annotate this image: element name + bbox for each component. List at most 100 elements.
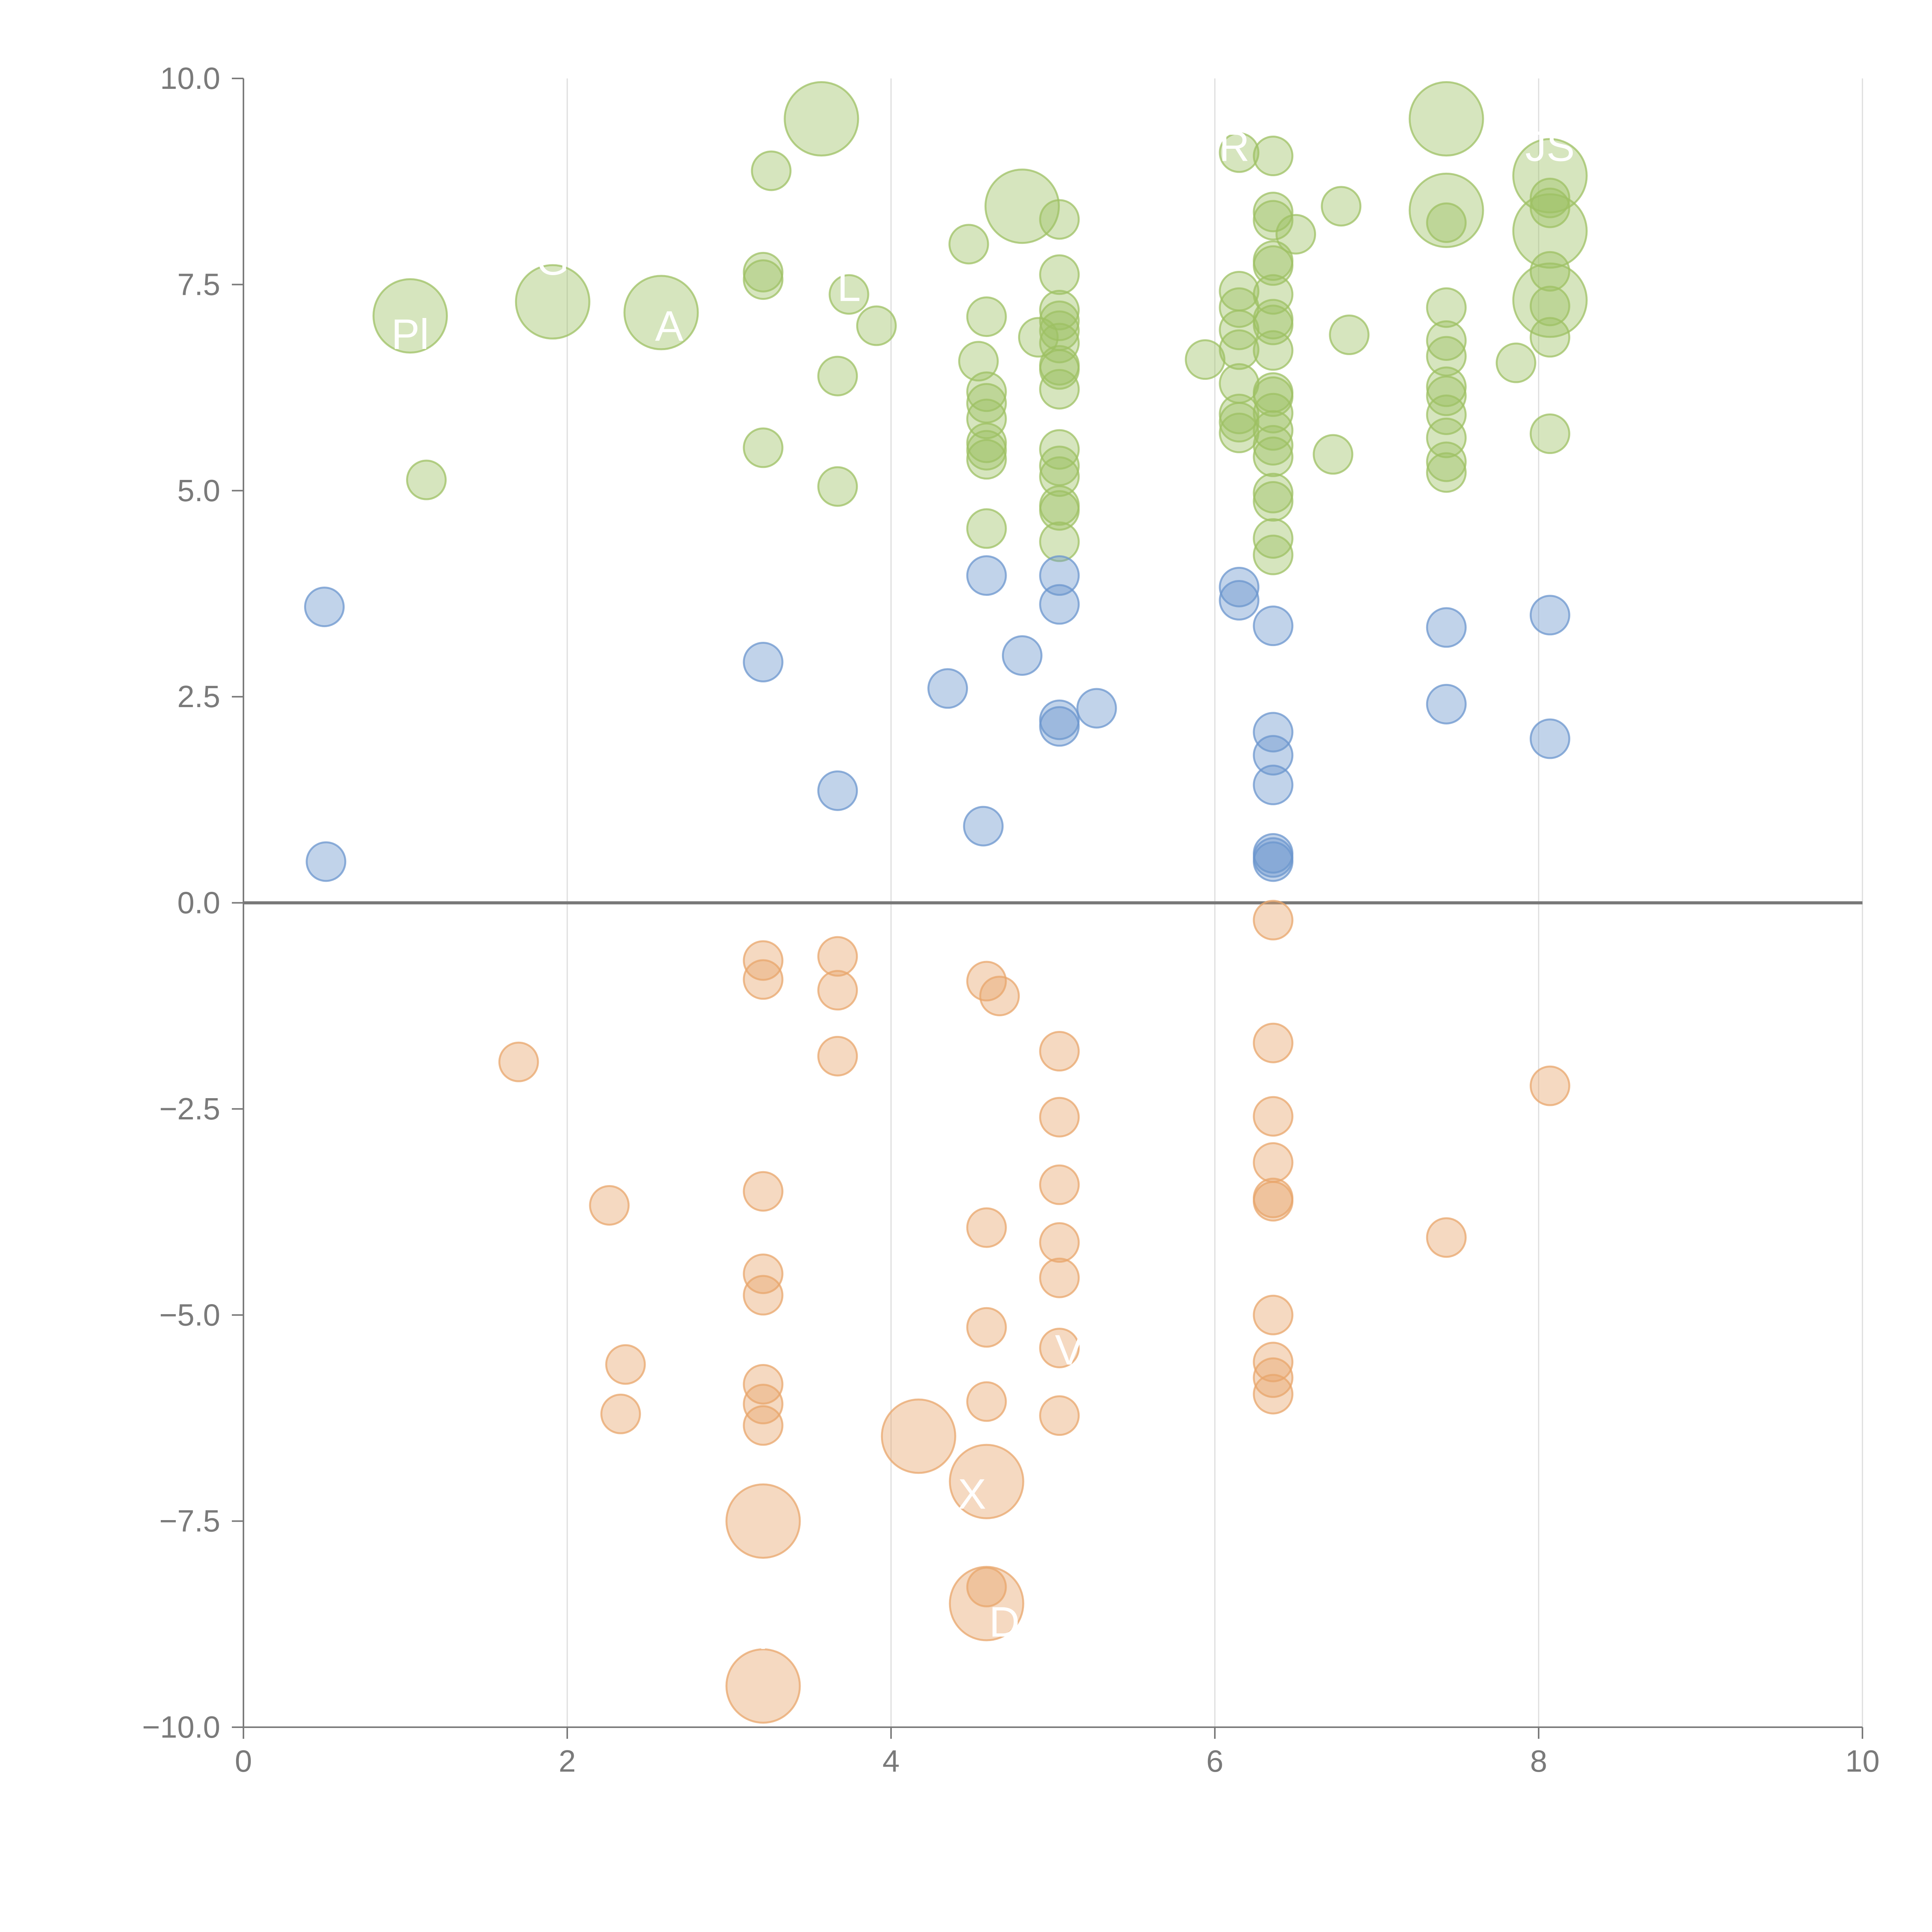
data-point: [1253, 200, 1294, 241]
data-point: [1039, 1031, 1080, 1072]
data-point: [1253, 425, 1294, 466]
data-point: [1529, 718, 1570, 759]
data-point: [817, 936, 858, 977]
data-point: [1253, 712, 1294, 753]
data-point: [1313, 434, 1354, 475]
data-point: [725, 1648, 801, 1724]
data-point: [1219, 412, 1260, 453]
data-point: [1253, 245, 1294, 286]
data-point: [1426, 607, 1467, 648]
data-point: [743, 259, 784, 300]
y-tick-label: −5.0: [159, 1298, 220, 1332]
data-point: [1426, 366, 1467, 407]
data-point: [1039, 369, 1080, 410]
data-point: [966, 1381, 1007, 1422]
y-tick-label: 7.5: [177, 267, 220, 301]
data-point: [1529, 413, 1570, 454]
data-point: [1219, 329, 1260, 370]
x-tick-label: 10: [1845, 1744, 1880, 1778]
data-point: [1529, 177, 1570, 218]
data-point: [817, 970, 858, 1011]
data-point: [1002, 635, 1043, 676]
data-point: [1426, 452, 1467, 493]
data-point: [498, 1041, 539, 1082]
data-point: [1253, 192, 1294, 233]
data-point: [1039, 456, 1080, 497]
point-label: R: [1219, 122, 1250, 170]
data-point: [966, 296, 1007, 337]
data-point: [1039, 1328, 1080, 1369]
data-point: [1039, 254, 1080, 295]
data-point: [1495, 342, 1536, 383]
data-point: [1253, 764, 1294, 805]
data-point: [1426, 287, 1467, 328]
data-point: [1253, 481, 1294, 522]
data-point: [1529, 251, 1570, 292]
data-point: [743, 642, 784, 683]
data-point: [304, 587, 345, 628]
data-point: [406, 459, 447, 500]
data-point: [1253, 900, 1294, 940]
data-point: [1253, 1374, 1294, 1415]
data-point: [1529, 187, 1570, 228]
data-point: [1253, 1181, 1294, 1222]
data-point: [1253, 1294, 1294, 1335]
data-point: [817, 770, 858, 811]
data-point: [1039, 490, 1080, 531]
data-point: [1329, 315, 1370, 355]
data-point: [1426, 441, 1467, 482]
data-point: [1321, 186, 1362, 227]
y-tick-label: 0.0: [177, 886, 220, 920]
data-point: [1253, 473, 1294, 514]
data-point: [1039, 1395, 1080, 1436]
data-point: [1253, 735, 1294, 776]
data-point: [1039, 1222, 1080, 1263]
data-point: [600, 1393, 641, 1434]
data-point: [1253, 393, 1294, 434]
data-point: [725, 1483, 801, 1559]
data-point: [966, 1207, 1007, 1248]
data-point: [589, 1185, 630, 1226]
data-point: [1076, 688, 1117, 729]
data-point: [881, 1398, 956, 1474]
y-tick-label: −2.5: [159, 1092, 220, 1126]
data-point: [1426, 394, 1467, 435]
data-point: [372, 278, 448, 354]
data-point: [1253, 330, 1294, 371]
data-point: [605, 1344, 646, 1385]
data-point: [751, 150, 792, 191]
data-point: [1039, 706, 1080, 747]
axes: 0 2 4 6 8 10 −10.0 −7.5 −5.0 −2.5 0.0 2.5 5.0 7.5 10.0: [142, 61, 1880, 1778]
data-point: [1253, 534, 1294, 575]
y-tick-label: 5.0: [177, 473, 220, 508]
data-point: [743, 1384, 784, 1425]
data-point: [743, 427, 784, 468]
data-point: [1219, 402, 1260, 443]
data-point: [1276, 214, 1316, 255]
data-point: [1253, 841, 1294, 882]
data-point: [1253, 1142, 1294, 1183]
data-point: [1253, 376, 1294, 417]
point-label: Pl: [391, 311, 429, 358]
data-points: [304, 81, 1588, 1724]
point-label: JS: [1525, 122, 1575, 170]
data-point: [306, 841, 347, 882]
data-point: [743, 1405, 784, 1446]
data-point: [1426, 1217, 1467, 1258]
data-point: [1039, 300, 1080, 341]
data-point: [817, 355, 858, 396]
data-point: [966, 555, 1007, 596]
x-tick-label: 8: [1530, 1744, 1548, 1778]
x-tick-label: 4: [883, 1744, 900, 1778]
data-point: [817, 466, 858, 507]
point-label: D: [989, 1598, 1020, 1646]
data-point: [1512, 262, 1588, 338]
data-point: [1529, 286, 1570, 327]
point-label: X: [958, 1471, 986, 1518]
data-point: [1529, 1065, 1570, 1106]
x-tick-label: 2: [559, 1744, 576, 1778]
y-tick-label: 2.5: [177, 679, 220, 714]
x-tick-label: 6: [1206, 1744, 1224, 1778]
data-point: [1185, 339, 1226, 380]
data-point: [927, 668, 968, 709]
